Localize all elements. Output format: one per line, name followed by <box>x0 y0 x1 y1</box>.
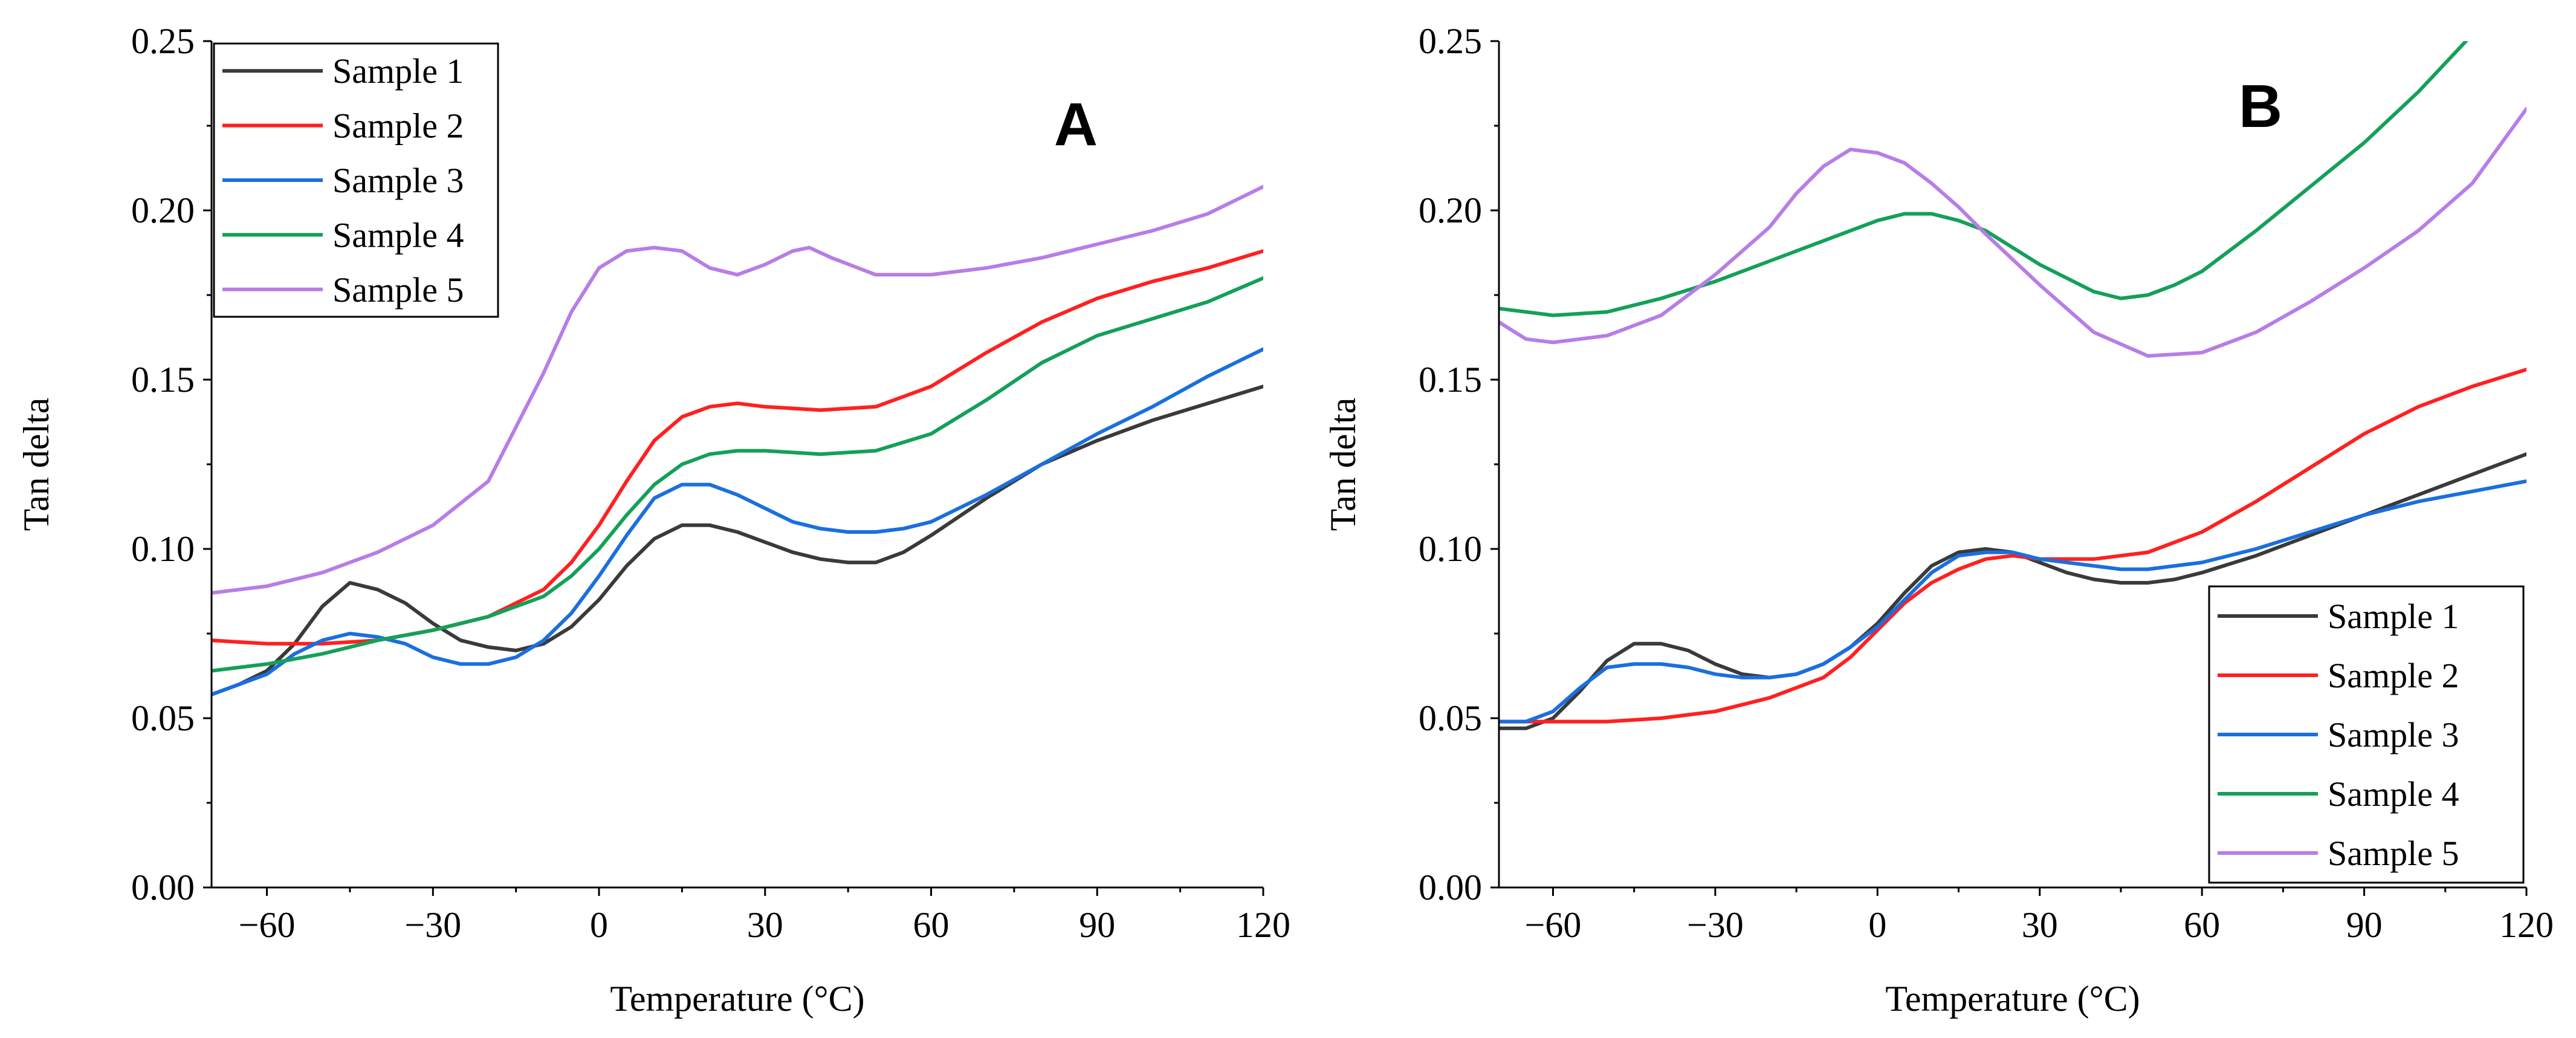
y-tick-label: 0.15 <box>1419 360 1482 400</box>
series-line-sample-5 <box>1499 107 2526 358</box>
legend: Sample 1 Sample 2 Sample 3 Sample 4 Sample 5 <box>213 42 499 318</box>
x-tick-label: 0 <box>1868 905 1886 945</box>
x-axis-title: Temperature (°C) <box>1885 979 2140 1019</box>
y-tick-label: 0.00 <box>131 868 195 907</box>
series-group <box>1499 41 2526 730</box>
x-tick-label: 120 <box>1236 905 1290 945</box>
legend: Sample 1 Sample 2 Sample 3 Sample 4 Sample 5 <box>2208 585 2525 884</box>
y-tick-label: 0.05 <box>1419 698 1482 738</box>
series-line-sample-1 <box>1499 452 2526 730</box>
x-tick-label: 0 <box>590 905 608 945</box>
x-tick-label: −60 <box>1525 905 1582 945</box>
chart-panel-b: 0.00 0.05 0.10 0.15 0.20 0.25 −60 −30 0 30 60 90 120… <box>1323 21 2554 1019</box>
y-tick-label: 0.15 <box>131 360 195 400</box>
legend-label: Sample 2 <box>2328 656 2459 695</box>
y-tick-label: 0.05 <box>131 698 195 738</box>
x-tick-label: 60 <box>2184 905 2220 945</box>
series-line-sample-4 <box>212 276 1263 673</box>
x-tick-label: 30 <box>747 905 783 945</box>
x-axis-title: Temperature (°C) <box>610 979 864 1019</box>
panel-label: B <box>2239 73 2282 140</box>
legend-label: Sample 4 <box>332 215 464 255</box>
y-tick-label: 0.20 <box>1419 190 1482 230</box>
x-tick-label: 60 <box>913 905 950 945</box>
x-tick-label: 90 <box>2346 905 2383 945</box>
series-line-sample-3 <box>1499 479 2526 724</box>
series-line-sample-3 <box>212 347 1263 696</box>
y-tick-label: 0.25 <box>131 21 195 61</box>
y-axis-title: Tan delta <box>16 398 56 531</box>
y-tick-label: 0.10 <box>131 529 195 569</box>
legend-label: Sample 3 <box>2328 715 2459 754</box>
y-tick-label: 0.10 <box>1419 529 1482 569</box>
y-tick-label: 0.00 <box>1419 868 1482 907</box>
legend-label: Sample 5 <box>2328 834 2459 873</box>
legend-label: Sample 2 <box>332 106 464 146</box>
series-line-sample-2 <box>1499 368 2526 724</box>
y-axis-title: Tan delta <box>1323 398 1363 531</box>
legend-label: Sample 1 <box>332 51 464 91</box>
x-tick-label: −60 <box>239 905 296 945</box>
x-tick-label: 120 <box>2499 905 2554 945</box>
series-line-sample-4 <box>1499 41 2469 317</box>
panel-label: A <box>1054 91 1098 158</box>
series-line-sample-5 <box>212 184 1263 595</box>
series-group <box>212 184 1263 696</box>
y-tick-label: 0.20 <box>131 190 195 230</box>
x-tick-label: −30 <box>404 905 461 945</box>
legend-label: Sample 3 <box>332 161 464 200</box>
legend-label: Sample 1 <box>2328 597 2459 636</box>
series-line-sample-1 <box>212 384 1263 696</box>
x-tick-label: 90 <box>1079 905 1115 945</box>
legend-label: Sample 4 <box>2328 774 2459 814</box>
chart-panel-a: 0.00 0.05 0.10 0.15 0.20 0.25 −60 −30 0 30 60 90 120… <box>16 21 1290 1019</box>
y-tick-label: 0.25 <box>1419 21 1482 61</box>
legend-label: Sample 5 <box>332 270 464 310</box>
x-tick-label: −30 <box>1687 905 1744 945</box>
x-tick-label: 30 <box>2022 905 2058 945</box>
